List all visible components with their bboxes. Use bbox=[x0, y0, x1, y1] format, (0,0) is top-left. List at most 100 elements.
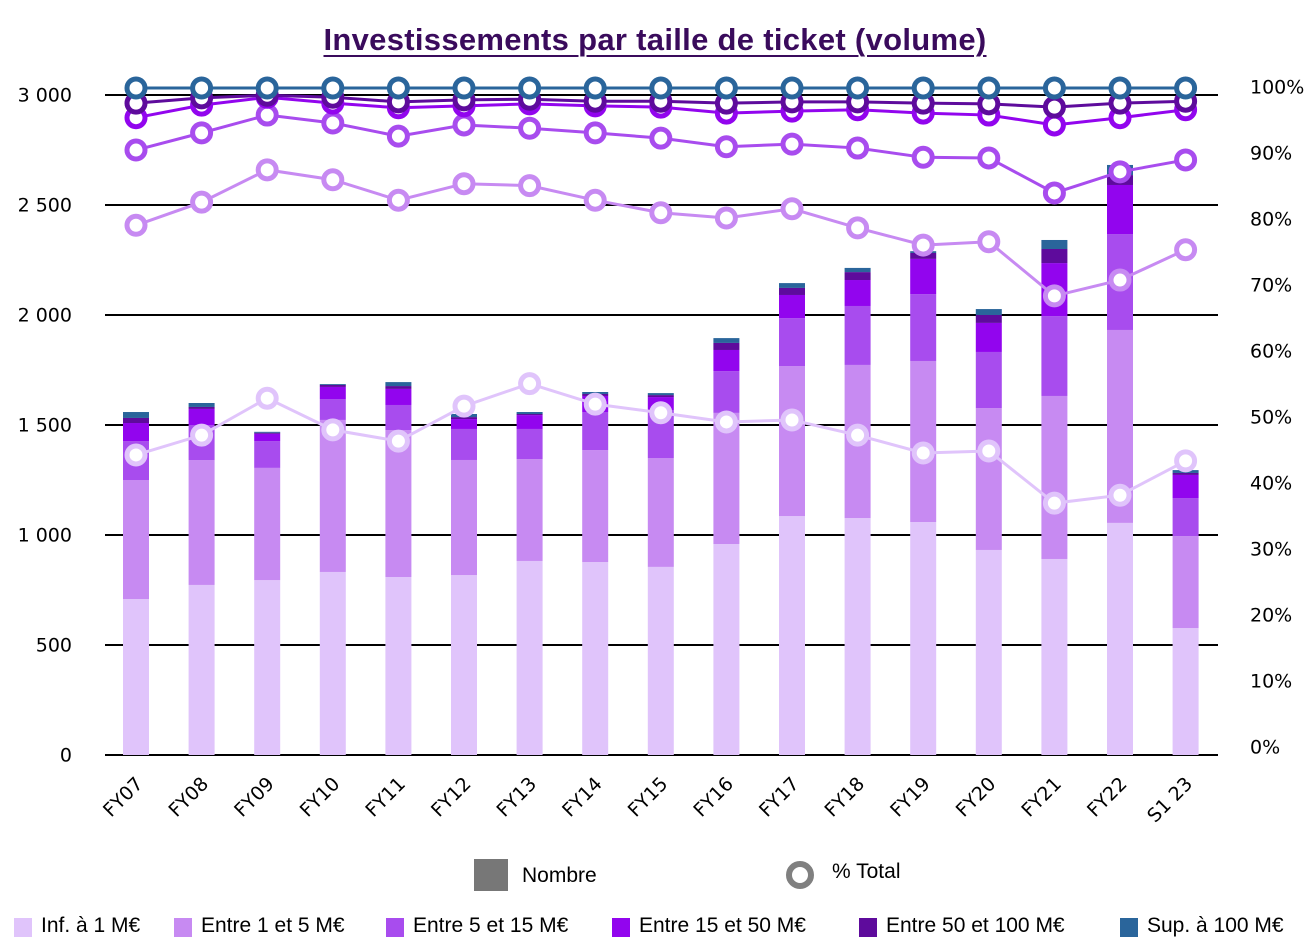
right-tick-label: 100% bbox=[1250, 77, 1304, 99]
pct-marker bbox=[583, 76, 607, 100]
bar-segment bbox=[1107, 522, 1133, 755]
bar-segment bbox=[779, 318, 805, 367]
pct-marker bbox=[846, 216, 870, 240]
pct-marker bbox=[977, 146, 1001, 170]
pct-marker bbox=[583, 392, 607, 416]
pct-marker bbox=[911, 233, 935, 257]
pct-marker bbox=[1042, 113, 1066, 137]
bar-stack bbox=[844, 267, 871, 755]
x-tick-label: FY11 bbox=[361, 773, 410, 822]
bar-segment bbox=[516, 412, 543, 414]
bar-segment bbox=[385, 430, 412, 578]
right-tick-label: 20% bbox=[1250, 605, 1292, 627]
bar-segment bbox=[516, 428, 543, 460]
pct-marker bbox=[124, 443, 148, 467]
bar-segment bbox=[319, 384, 346, 385]
pct-marker bbox=[846, 76, 870, 100]
bar-stack bbox=[582, 392, 609, 755]
right-axis: 0% 10% 20% 30% 40% 50% 60% 70% 80% 90% 100% bbox=[1250, 77, 1304, 759]
bar-segment bbox=[779, 294, 805, 319]
pct-marker bbox=[1174, 148, 1198, 172]
pct-marker bbox=[714, 206, 738, 230]
legend-swatch bbox=[859, 918, 877, 937]
pct-marker bbox=[1042, 95, 1066, 119]
pct-marker bbox=[255, 76, 279, 100]
bar-segment bbox=[516, 560, 543, 755]
bar-segment bbox=[254, 431, 281, 433]
left-tick-label: 500 bbox=[36, 635, 72, 657]
pct-marker bbox=[977, 76, 1001, 100]
bar-stack bbox=[713, 338, 740, 755]
pct-marker bbox=[780, 132, 804, 156]
x-tick-label: FY16 bbox=[689, 773, 738, 822]
bar-segment bbox=[451, 575, 477, 755]
bar-segment bbox=[779, 366, 805, 517]
legend-swatch bbox=[14, 918, 32, 937]
bar-segment bbox=[123, 417, 149, 424]
pct-marker bbox=[321, 168, 345, 192]
legend-swatch-nombre bbox=[474, 859, 508, 891]
pct-marker bbox=[190, 76, 214, 100]
legend-swatch bbox=[174, 918, 192, 937]
bar-segment bbox=[647, 395, 674, 398]
pct-marker bbox=[321, 418, 345, 442]
bar-stack bbox=[516, 412, 543, 755]
x-tick-label: FY20 bbox=[952, 773, 1001, 822]
pct-marker bbox=[780, 408, 804, 432]
bar-segment bbox=[319, 384, 346, 387]
right-tick-label: 70% bbox=[1250, 275, 1292, 297]
pct-marker bbox=[780, 76, 804, 100]
legend-ring-icon bbox=[786, 861, 814, 889]
bar-stack bbox=[1107, 164, 1133, 755]
pct-marker bbox=[649, 126, 673, 150]
left-tick-label: 2 500 bbox=[18, 195, 72, 217]
pct-marker bbox=[714, 410, 738, 434]
bar-segment bbox=[910, 522, 937, 755]
bar-segment bbox=[451, 417, 477, 420]
bar-segment bbox=[713, 349, 740, 372]
bar-segment bbox=[385, 388, 412, 405]
bar-segment bbox=[975, 322, 1002, 352]
bar-segment bbox=[123, 412, 149, 418]
bar-segment bbox=[844, 272, 871, 281]
pct-marker bbox=[649, 401, 673, 425]
pct-marker bbox=[649, 201, 673, 225]
pct-marker bbox=[452, 113, 476, 137]
bar-segment bbox=[1172, 536, 1199, 629]
bar-segment bbox=[910, 294, 937, 361]
bar-segment bbox=[123, 480, 149, 600]
bar-segment bbox=[582, 562, 609, 755]
x-tick-label: FY14 bbox=[558, 773, 607, 822]
bar-segment bbox=[516, 415, 543, 429]
pct-marker bbox=[190, 423, 214, 447]
pct-marker bbox=[321, 111, 345, 135]
x-tick-label: FY15 bbox=[624, 773, 673, 822]
bar-segment bbox=[516, 459, 543, 561]
pct-marker bbox=[911, 76, 935, 100]
bar-segment bbox=[188, 584, 215, 755]
pct-marker bbox=[190, 121, 214, 145]
bar-segment bbox=[975, 408, 1002, 550]
pct-marker bbox=[190, 190, 214, 214]
right-tick-label: 90% bbox=[1250, 143, 1292, 165]
bar-segment bbox=[713, 338, 740, 343]
stacked-bars bbox=[123, 164, 1199, 755]
pct-marker bbox=[124, 213, 148, 237]
bar-segment bbox=[188, 460, 215, 585]
legend-swatch bbox=[1120, 918, 1138, 937]
bar-segment bbox=[319, 399, 346, 420]
pct-marker bbox=[255, 158, 279, 182]
bar-segment bbox=[123, 423, 149, 442]
pct-marker bbox=[649, 76, 673, 100]
bar-segment bbox=[713, 544, 740, 755]
pct-marker bbox=[1108, 268, 1132, 292]
right-tick-label: 80% bbox=[1250, 209, 1292, 231]
bar-segment bbox=[647, 393, 674, 396]
x-tick-label: FY22 bbox=[1083, 773, 1132, 822]
pct-marker bbox=[452, 76, 476, 100]
pct-marker bbox=[386, 124, 410, 148]
bar-segment bbox=[123, 599, 149, 755]
bar-segment bbox=[779, 516, 805, 755]
bar-segment bbox=[582, 412, 609, 451]
bar-segment bbox=[451, 428, 477, 460]
